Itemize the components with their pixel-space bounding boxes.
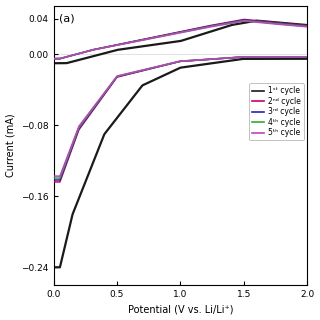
Text: (a): (a) <box>59 14 74 24</box>
X-axis label: Potential (V vs. Li/Li⁺): Potential (V vs. Li/Li⁺) <box>128 304 233 315</box>
Legend: 1ˢᵗ cycle, 2ⁿᵈ cycle, 3ʳᵈ cycle, 4ᵗʰ cycle, 5ᵗʰ cycle: 1ˢᵗ cycle, 2ⁿᵈ cycle, 3ʳᵈ cycle, 4ᵗʰ cyc… <box>249 83 303 140</box>
Y-axis label: Current (mA): Current (mA) <box>5 114 16 177</box>
